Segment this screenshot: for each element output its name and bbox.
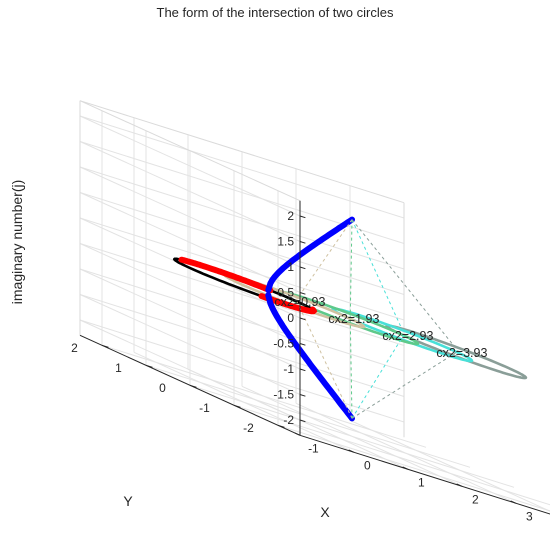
annotation-cx2=0.93: cx2=0.93 — [274, 295, 325, 309]
y-tick-label: 0 — [159, 381, 166, 395]
y-tick — [233, 404, 241, 408]
wall-grid-line — [79, 243, 301, 344]
y-tick — [145, 364, 153, 368]
imaginary-intersection-lower — [265, 292, 355, 422]
y-tick-label: 1 — [115, 361, 122, 375]
y-tick-label: -1 — [199, 401, 210, 415]
wall-grid-line — [79, 141, 301, 242]
wall-grid-line — [79, 192, 301, 293]
z-tick — [299, 292, 306, 295]
z-tick — [299, 317, 306, 321]
box-edge — [79, 100, 301, 202]
z-tick-label: 1 — [287, 260, 294, 274]
connector-line — [351, 219, 405, 335]
wall-grid-line — [79, 141, 405, 244]
grid — [79, 100, 550, 512]
z-tick-label: -1.5 — [273, 388, 294, 402]
z-tick-label: 0 — [287, 311, 294, 325]
connector-line — [351, 350, 459, 419]
labels: The form of the intersection of two circ… — [9, 5, 550, 523]
x-axis-line — [299, 434, 550, 515]
connector-line — [295, 299, 353, 419]
circle-cx2=0.93 — [223, 273, 366, 329]
wall-grid-line — [79, 243, 405, 346]
y-tick — [277, 424, 285, 428]
y-tick-label: -2 — [243, 421, 254, 435]
wall-grid-line — [79, 217, 405, 321]
floor-grid-line — [233, 404, 550, 506]
floor-grid-line — [277, 424, 550, 512]
connector-line — [295, 219, 353, 301]
wall-grid-line — [79, 268, 405, 372]
z-tick-label: -1 — [283, 362, 294, 376]
z-tick-label: 2 — [287, 209, 294, 223]
floor-grid-line — [145, 364, 471, 468]
wall-grid-line — [79, 294, 405, 397]
floor-grid-line — [189, 384, 515, 488]
x-tick-label: 0 — [364, 458, 371, 472]
x-tick — [348, 449, 355, 453]
x-tick-label: 3 — [526, 509, 533, 523]
annotation-cx2=1.93: cx2=1.93 — [328, 312, 379, 326]
plot-area — [172, 216, 528, 422]
wall-grid-line — [79, 294, 301, 395]
chart-title: The form of the intersection of two circ… — [157, 5, 394, 20]
wall-grid-line — [79, 319, 405, 423]
x-tick — [456, 483, 463, 487]
connector-line — [351, 219, 459, 352]
z-tick-label: -0.5 — [273, 337, 294, 351]
z-tick-label: 0.5 — [277, 286, 294, 300]
real-intersection-arc — [258, 293, 318, 315]
annotation-cx2=2.93: cx2=2.93 — [382, 329, 433, 343]
z-tick — [299, 266, 306, 270]
x-tick — [402, 466, 409, 470]
x-tick-label: -1 — [308, 441, 319, 455]
y-axis-title: Y — [123, 493, 133, 509]
wall-grid-line — [79, 166, 405, 270]
wall-grid-line — [79, 192, 405, 295]
y-tick — [101, 344, 109, 348]
floor-grid-line — [101, 344, 427, 448]
z-tick — [299, 241, 306, 244]
wall-grid-line — [79, 115, 405, 219]
z-tick-label: -2 — [283, 413, 294, 427]
z-tick-label: 1.5 — [277, 235, 294, 249]
x-axis-title: X — [320, 504, 330, 520]
floor-grid-line — [349, 419, 550, 512]
x-tick-label: 1 — [418, 475, 425, 489]
z-tick — [299, 343, 306, 346]
y-tick — [189, 384, 197, 388]
connector-line — [349, 219, 353, 318]
x-tick-label: 2 — [472, 492, 479, 506]
wall-grid-line — [79, 166, 301, 268]
x-tick — [510, 500, 517, 504]
box-edge — [79, 100, 405, 204]
wall-grid-line — [79, 115, 301, 217]
z-tick — [299, 419, 306, 423]
x-tick — [294, 432, 301, 436]
real-intersection-arc — [178, 256, 274, 294]
annotation-cx2=3.93: cx2=3.93 — [436, 346, 487, 360]
z-tick — [299, 394, 306, 397]
wall-grid-line — [79, 268, 301, 370]
wall-grid-line — [79, 319, 301, 421]
imaginary-intersection-upper — [265, 216, 355, 294]
z-tick — [299, 368, 306, 372]
z-tick — [299, 215, 306, 219]
connector-line — [349, 317, 353, 419]
z-axis-title: imaginary number(j) — [9, 180, 25, 304]
y-tick-label: 2 — [71, 341, 78, 355]
connector-line — [351, 333, 405, 419]
